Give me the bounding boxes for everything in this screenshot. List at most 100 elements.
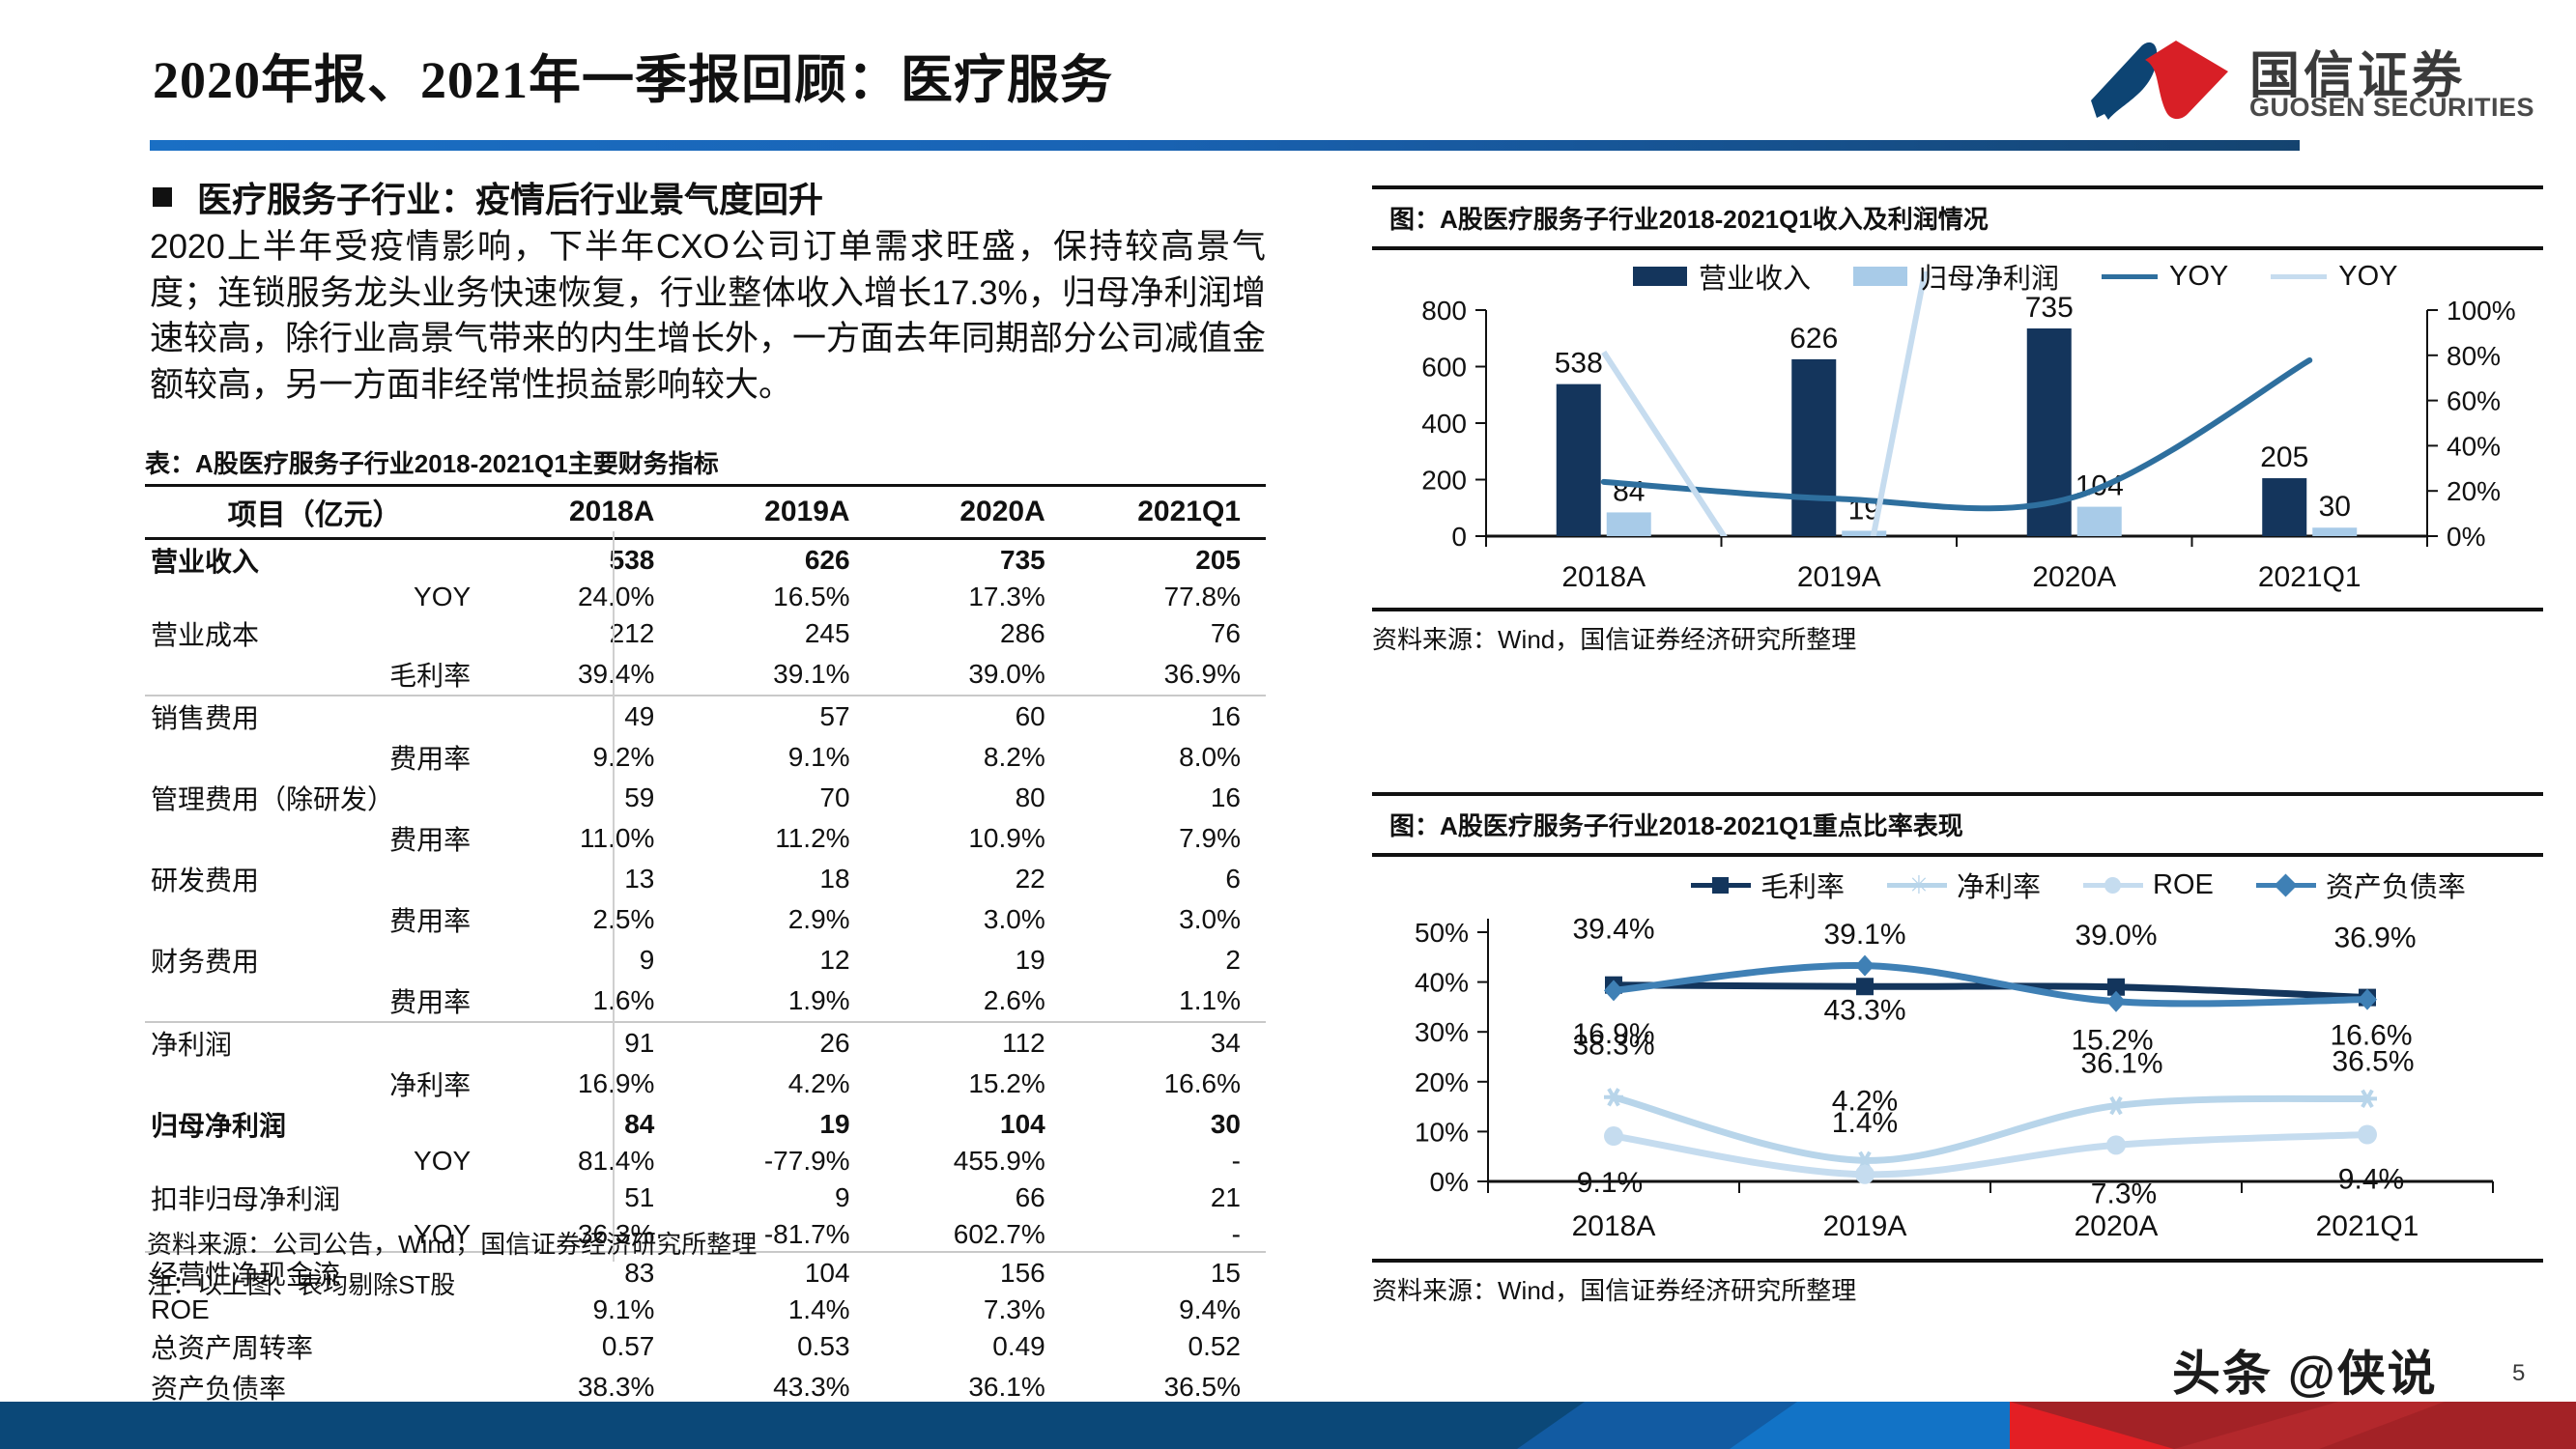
legend-label: YOY: [2169, 260, 2229, 292]
financial-table: 项目（亿元） 2018A 2019A 2020A 2021Q1 营业收入 538 6…: [145, 487, 1266, 1407]
table-cell: 18: [819, 864, 850, 894]
table-cell: 156: [1000, 1258, 1045, 1288]
legend-label: ROE: [2153, 868, 2214, 900]
table-row-label: 营业成本: [151, 620, 260, 650]
chart2-svg: 0% 10% 20% 30% 40% 50% 2018A 2019A 2020A 2021Q1 39…: [1415, 914, 2494, 1242]
table-row-label: 费用率: [389, 906, 472, 936]
table-cell: 1.6%: [592, 985, 655, 1015]
table-row: 经营性净现金流 83 104 156 15: [145, 1252, 1266, 1293]
table-cell: 9: [834, 1182, 850, 1212]
table-row: 研发费用 13 18 22 6: [145, 859, 1266, 899]
col-header-2019a: 2019A: [764, 496, 850, 527]
table-row-label: 经营性净现金流: [151, 1260, 341, 1290]
chart2-marker-circle-icon: [1855, 1164, 1875, 1184]
table-row: 扣非归母净利润 51 9 66 21: [145, 1178, 1266, 1218]
chart2-text: 20%: [1415, 1067, 1469, 1097]
table-cell: 11.0%: [580, 823, 655, 853]
chart1-bar-profit: [2312, 527, 2358, 536]
legend-swatch-line-icon: [2102, 273, 2159, 279]
table-row-label: 总资产周转率: [151, 1333, 314, 1363]
chart1-text: 400: [1421, 409, 1467, 439]
table-cell: -81.7%: [763, 1219, 850, 1249]
chart1-line-yoy-profit: [1601, 271, 1929, 536]
table-cell: 84: [624, 1109, 655, 1139]
chart2-source: 资料来源：Wind，国信证券经济研究所整理: [1372, 1259, 2543, 1307]
table-row-label: 归母净利润: [151, 1111, 287, 1141]
table-row-label: 销售费用: [151, 703, 260, 733]
table-row: 费用率 1.6% 1.9% 2.6% 1.1%: [145, 980, 1266, 1022]
table-row-label: ROE: [151, 1294, 210, 1324]
table-cell: 16.9%: [577, 1068, 655, 1098]
table-cell: 286: [1000, 618, 1045, 648]
chart1-text: 626: [1789, 323, 1838, 355]
chart2-text: 15.2%: [2071, 1025, 2153, 1057]
table-cell: 538: [609, 545, 655, 575]
legend-label: 净利率: [1957, 872, 2042, 903]
table-cell: 104: [804, 1258, 850, 1288]
table-cell: 6: [1225, 864, 1241, 894]
chart2-text: 43.3%: [1823, 995, 1905, 1027]
chart1-bar-revenue: [1791, 358, 1837, 536]
guosen-logo: 国信证券 GUOSEN SECURITIES: [2087, 27, 2534, 128]
chart1-bar-profit: [1606, 512, 1651, 536]
table-cell: 26: [819, 1028, 850, 1058]
legend-item-revenue: 营业收入: [1633, 256, 1811, 297]
table-cell: -77.9%: [763, 1146, 850, 1176]
chart1-text: 205: [2260, 441, 2308, 473]
table-cell: 15: [1210, 1258, 1241, 1288]
chart2-text: 40%: [1415, 968, 1469, 998]
table-cell: 38.3%: [577, 1372, 655, 1402]
chart2-title: 图：A股医疗服务子行业2018-2021Q1重点比率表现: [1372, 792, 2543, 857]
chart2-marker-square-icon: [2107, 978, 2125, 996]
legend-label: 资产负债率: [2325, 872, 2466, 903]
table-cell: 2.9%: [787, 904, 850, 934]
chart1-text: 60%: [2447, 386, 2501, 416]
chart2-text: 39.0%: [2075, 920, 2157, 952]
chart2-legend: 毛利率 ✳ 净利率 ROE 资产负债率: [1691, 865, 2508, 905]
table-cell: 77.8%: [1163, 582, 1241, 611]
chart2-text: 2020A: [2075, 1210, 2159, 1242]
logo-text-cn: 国信证券: [2249, 48, 2467, 104]
bottom-decoration-bar: [0, 1402, 2576, 1449]
chart2-marker-asterisk-icon: [2361, 1089, 2374, 1109]
table-cell: 24.0%: [577, 582, 655, 611]
chart1-legend: 营业收入 归母净利润 YOY YOY: [1633, 256, 2441, 297]
legend-swatch-marker-icon: ✳: [1887, 872, 1948, 897]
table-cell: 15.2%: [968, 1068, 1045, 1098]
table-cell: 735: [1000, 545, 1045, 575]
table-cell: 3.0%: [983, 904, 1045, 934]
table-row: 净利率 16.9% 4.2% 15.2% 16.6%: [145, 1064, 1266, 1104]
table-cell: 0.57: [601, 1331, 655, 1361]
chart1-text: 200: [1421, 466, 1467, 496]
legend-item-资产负债率: 资产负债率: [2255, 865, 2466, 905]
legend-item-净利率: ✳ 净利率: [1887, 865, 2041, 905]
chart2-line-2: [1610, 1130, 2371, 1179]
chart1-text: 80%: [2447, 341, 2501, 371]
table-cell: 39.0%: [968, 659, 1045, 689]
legend-label: YOY: [2338, 260, 2398, 292]
table-cell: 2.6%: [983, 985, 1045, 1015]
chart2-marker-circle-icon: [1604, 1126, 1623, 1147]
table-footnote: 注：以上图、表均剔除ST股: [147, 1270, 456, 1299]
table-cell: 626: [804, 545, 850, 575]
chart1-text: 538: [1555, 348, 1603, 380]
legend-item-yoy-revenue: YOY: [2102, 261, 2228, 293]
chart2-plot: 0% 10% 20% 30% 40% 50% 2018A 2019A 2020A 2021Q1 39…: [1372, 857, 2543, 1259]
chart1-svg: 0 200 400 600 800 0% 20% 40% 60% 80% 100% 2018A 2019…: [1421, 271, 2516, 593]
table-cell: 80: [1015, 782, 1045, 812]
chart1-line-yoy-revenue: [1600, 356, 2313, 512]
chart2-text: 38.3%: [1572, 1029, 1654, 1061]
legend-item-毛利率: 毛利率: [1691, 865, 1845, 905]
table-cell: 36.3%: [577, 1219, 655, 1249]
chart2-marker-square-icon: [1856, 978, 1874, 996]
table-cell: 22: [1015, 864, 1045, 894]
table-row-label: 资产负债率: [151, 1374, 287, 1404]
chart1-text: 100%: [2447, 296, 2516, 326]
table-cell: 2.5%: [592, 904, 655, 934]
watermark: 头条 @侠说: [2172, 1347, 2438, 1401]
table-cell: 57: [819, 701, 850, 731]
table-row-label: 营业收入: [151, 547, 260, 577]
section-heading-label: 医疗服务子行业：疫情后行业景气度回升: [197, 180, 824, 219]
table-cell: 205: [1195, 545, 1241, 575]
